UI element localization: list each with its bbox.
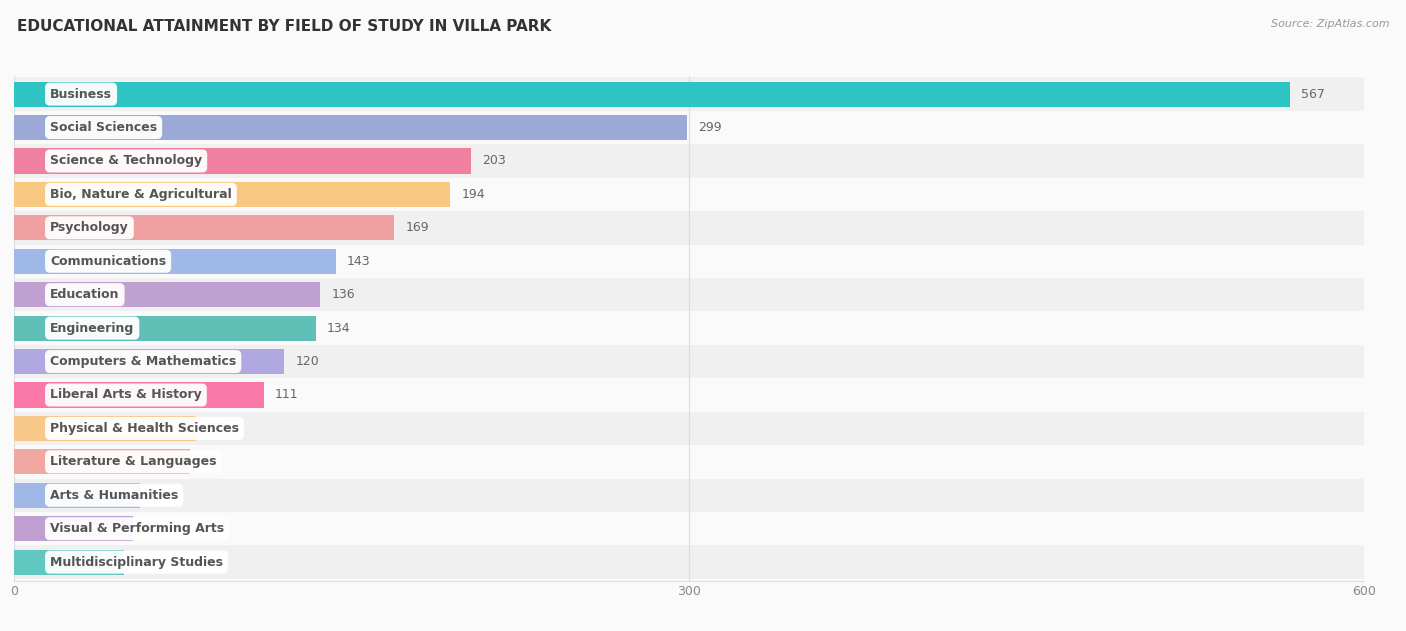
Text: Engineering: Engineering — [51, 322, 135, 334]
Text: Social Sciences: Social Sciences — [51, 121, 157, 134]
Text: 120: 120 — [295, 355, 319, 368]
Bar — [14, 478, 1364, 512]
Text: 78: 78 — [201, 456, 217, 468]
Text: Visual & Performing Arts: Visual & Performing Arts — [51, 522, 224, 535]
Text: 49: 49 — [135, 556, 152, 569]
Text: Bio, Nature & Agricultural: Bio, Nature & Agricultural — [51, 188, 232, 201]
Bar — [14, 316, 315, 341]
Text: Liberal Arts & History: Liberal Arts & History — [51, 389, 202, 401]
Bar — [14, 382, 264, 408]
Text: Multidisciplinary Studies: Multidisciplinary Studies — [51, 556, 224, 569]
Bar — [14, 516, 134, 541]
Bar — [14, 211, 1364, 245]
Bar — [14, 349, 284, 374]
Bar — [14, 378, 1364, 411]
Text: 299: 299 — [697, 121, 721, 134]
Bar — [14, 245, 1364, 278]
Text: 203: 203 — [482, 155, 506, 167]
Bar — [14, 345, 1364, 378]
Bar — [14, 111, 1364, 144]
Text: 143: 143 — [347, 255, 371, 268]
Bar — [14, 449, 190, 475]
Text: 169: 169 — [405, 221, 429, 234]
Bar — [14, 416, 197, 441]
Text: Literature & Languages: Literature & Languages — [51, 456, 217, 468]
Bar — [14, 278, 1364, 312]
Text: 567: 567 — [1301, 88, 1324, 100]
Text: Physical & Health Sciences: Physical & Health Sciences — [51, 422, 239, 435]
Bar — [14, 178, 1364, 211]
Text: Computers & Mathematics: Computers & Mathematics — [51, 355, 236, 368]
Text: Psychology: Psychology — [51, 221, 129, 234]
Bar — [14, 215, 394, 240]
Text: 134: 134 — [326, 322, 350, 334]
Text: Business: Business — [51, 88, 112, 100]
Text: Education: Education — [51, 288, 120, 301]
Bar — [14, 182, 450, 207]
Bar — [14, 312, 1364, 345]
Text: Communications: Communications — [51, 255, 166, 268]
Bar — [14, 282, 321, 307]
Text: 194: 194 — [461, 188, 485, 201]
Bar — [14, 81, 1289, 107]
Bar — [14, 483, 141, 508]
Text: 53: 53 — [145, 522, 160, 535]
Text: Source: ZipAtlas.com: Source: ZipAtlas.com — [1271, 19, 1389, 29]
Bar — [14, 445, 1364, 478]
Bar — [14, 144, 1364, 178]
Bar — [14, 78, 1364, 111]
Bar — [14, 115, 686, 140]
Text: 111: 111 — [276, 389, 298, 401]
Bar — [14, 411, 1364, 445]
Bar — [14, 249, 336, 274]
Text: Arts & Humanities: Arts & Humanities — [51, 489, 179, 502]
Bar — [14, 550, 124, 575]
Text: 136: 136 — [332, 288, 354, 301]
Text: EDUCATIONAL ATTAINMENT BY FIELD OF STUDY IN VILLA PARK: EDUCATIONAL ATTAINMENT BY FIELD OF STUDY… — [17, 19, 551, 34]
Bar — [14, 512, 1364, 545]
Text: Science & Technology: Science & Technology — [51, 155, 202, 167]
Text: 56: 56 — [152, 489, 167, 502]
Bar — [14, 545, 1364, 579]
Text: 81: 81 — [208, 422, 224, 435]
Bar — [14, 148, 471, 174]
